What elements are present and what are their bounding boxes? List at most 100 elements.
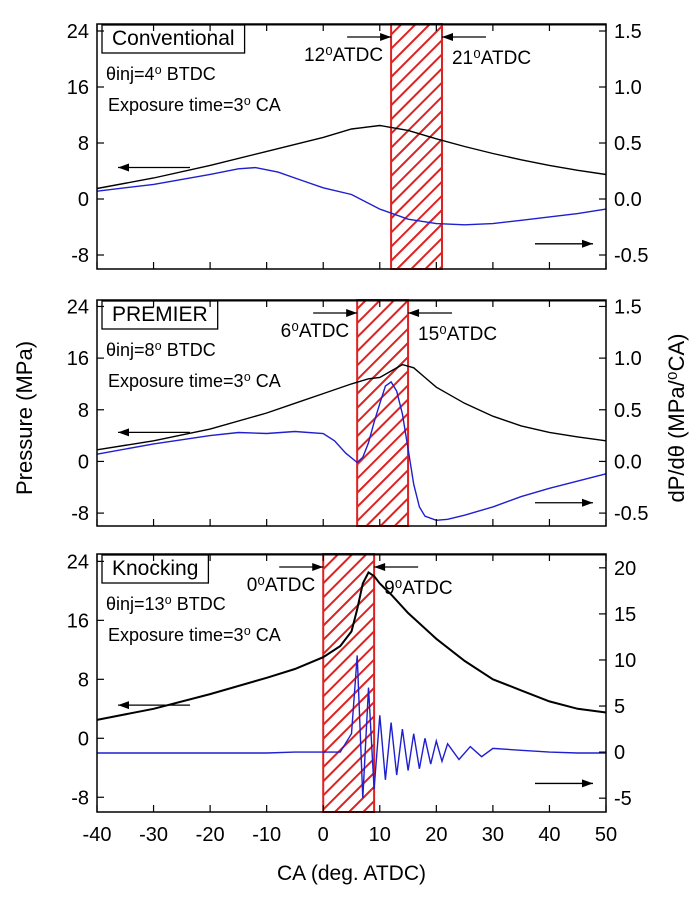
right-axis-arrow	[535, 779, 593, 788]
injection-timing-label: θinj=4⁰ BTDC	[106, 64, 216, 84]
left-axis-arrow-head	[118, 428, 129, 437]
window-start-arrow	[313, 309, 358, 317]
y-right-tick-label: -0.5	[614, 245, 648, 267]
panel-label-box	[101, 300, 219, 330]
x-tick-label: -30	[139, 824, 168, 846]
x-tick-label: 40	[538, 824, 560, 846]
exposure-window	[356, 299, 410, 527]
right-axis-arrow-head	[582, 498, 593, 507]
window-end-label: 15⁰ATDC	[418, 324, 497, 345]
y-right-tick-label: 10	[614, 650, 636, 672]
rate-line	[97, 655, 606, 799]
exposure-time-label: Exposure time=3⁰ CA	[108, 625, 281, 645]
window-end-label: 9⁰ATDC	[384, 578, 453, 599]
window-end-arrow-head	[441, 33, 453, 41]
plot-frame	[96, 553, 607, 813]
window-start-arrow	[279, 563, 324, 571]
y-left-tick-label: 24	[67, 296, 89, 318]
window-end-arrow	[408, 309, 453, 317]
panel-label: Knocking	[112, 557, 198, 580]
x-tick-label: -10	[252, 824, 281, 846]
y-left-tick-label: 8	[78, 669, 89, 691]
injection-timing-label: θinj=13⁰ BTDC	[106, 594, 226, 614]
pressure-line	[96, 570, 607, 721]
right-axis-arrow-head	[582, 239, 593, 248]
left-axis-arrow-head	[118, 163, 129, 172]
left-axis-arrow-head	[118, 701, 129, 710]
y-left-tick-label: 0	[78, 451, 89, 473]
y-left-tick-label: 8	[78, 133, 89, 155]
y-right-axis-title: dP/dθ (MPa/⁰CA)	[664, 334, 689, 503]
exposure-window	[390, 23, 443, 270]
y-right-tick-label: 0	[614, 742, 625, 764]
panel-2: -8 0 8 16 24 -5 0 5 10 15 20 Knocking θinj=13⁰ BTDC E…	[67, 551, 636, 813]
panel-label-box	[101, 554, 210, 584]
y-left-tick-label: 16	[67, 610, 89, 632]
y-left-tick-label: -8	[71, 503, 89, 525]
y-right-tick-label: 1.5	[614, 21, 642, 43]
panel-label: Conventional	[112, 27, 235, 50]
y-right-tick-label: 5	[614, 696, 625, 718]
exposure-time-label: Exposure time=3⁰ CA	[108, 371, 281, 391]
x-tick-label: -20	[196, 824, 225, 846]
right-axis-arrow-head	[582, 779, 593, 788]
y-right-tick-label: 1.0	[614, 77, 642, 99]
right-axis-arrow	[535, 498, 593, 507]
pressure-line	[96, 363, 607, 451]
plot-frame	[96, 299, 607, 527]
injection-timing-label: θinj=8⁰ BTDC	[106, 340, 216, 360]
x-tick-label: 10	[369, 824, 391, 846]
window-start-arrow-head	[346, 309, 358, 317]
left-axis-arrow	[118, 701, 190, 710]
y-left-axis-title: Pressure (MPa)	[12, 341, 37, 495]
panel-0: -8 0 8 16 24 -0.5 0.0 0.5 1.0 1.5 Conventional θinj…	[67, 21, 648, 270]
x-tick-label: 0	[318, 824, 329, 846]
window-start-arrow-head	[312, 563, 324, 571]
y-right-tick-label: -0.5	[614, 503, 648, 525]
exposure-time-label: Exposure time=3⁰ CA	[108, 95, 281, 115]
y-right-tick-label: 0.0	[614, 189, 642, 211]
y-left-tick-label: 0	[78, 189, 89, 211]
y-left-tick-label: -8	[71, 787, 89, 809]
y-left-tick-label: 16	[67, 77, 89, 99]
rate-line	[96, 380, 607, 522]
y-left-tick-label: 24	[67, 551, 89, 573]
y-right-tick-label: 0.5	[614, 133, 642, 155]
y-left-tick-label: 24	[67, 21, 89, 43]
y-left-tick-label: 0	[78, 728, 89, 750]
y-right-tick-label: 1.0	[614, 348, 642, 370]
y-left-tick-label: 8	[78, 400, 89, 422]
window-end-arrow	[441, 33, 486, 41]
rate-line	[96, 166, 607, 226]
y-right-tick-label: 0.5	[614, 400, 642, 422]
panel-label-box	[101, 24, 246, 54]
plot-frame	[96, 23, 607, 270]
y-right-tick-label: 20	[614, 558, 636, 580]
window-end-arrow	[374, 563, 419, 571]
y-right-tick-label: 1.5	[614, 296, 642, 318]
window-end-arrow-head	[374, 563, 386, 571]
left-axis-arrow	[118, 163, 190, 172]
window-start-label: 6⁰ATDC	[281, 321, 350, 342]
window-start-arrow-head	[380, 33, 392, 41]
window-start-arrow	[347, 33, 392, 41]
x-tick-label: 30	[482, 824, 504, 846]
panel-1: -8 0 8 16 24 -0.5 0.0 0.5 1.0 1.5 PREMIER θinj=8⁰ B…	[67, 296, 648, 527]
left-axis-arrow	[118, 428, 190, 437]
y-right-tick-label: 15	[614, 604, 636, 626]
window-start-label: 12⁰ATDC	[304, 45, 383, 66]
window-end-label: 21⁰ATDC	[452, 48, 531, 69]
y-left-tick-label: 16	[67, 348, 89, 370]
y-left-tick-label: -8	[71, 245, 89, 267]
panel-label: PREMIER	[112, 303, 208, 326]
x-tick-label: 50	[595, 824, 617, 846]
window-start-label: 0⁰ATDC	[247, 575, 316, 596]
y-right-tick-label: 0.0	[614, 451, 642, 473]
right-axis-arrow	[535, 239, 593, 248]
x-tick-label: 20	[425, 824, 447, 846]
window-end-arrow-head	[408, 309, 420, 317]
pressure-line	[96, 124, 607, 190]
exposure-window	[322, 553, 376, 813]
